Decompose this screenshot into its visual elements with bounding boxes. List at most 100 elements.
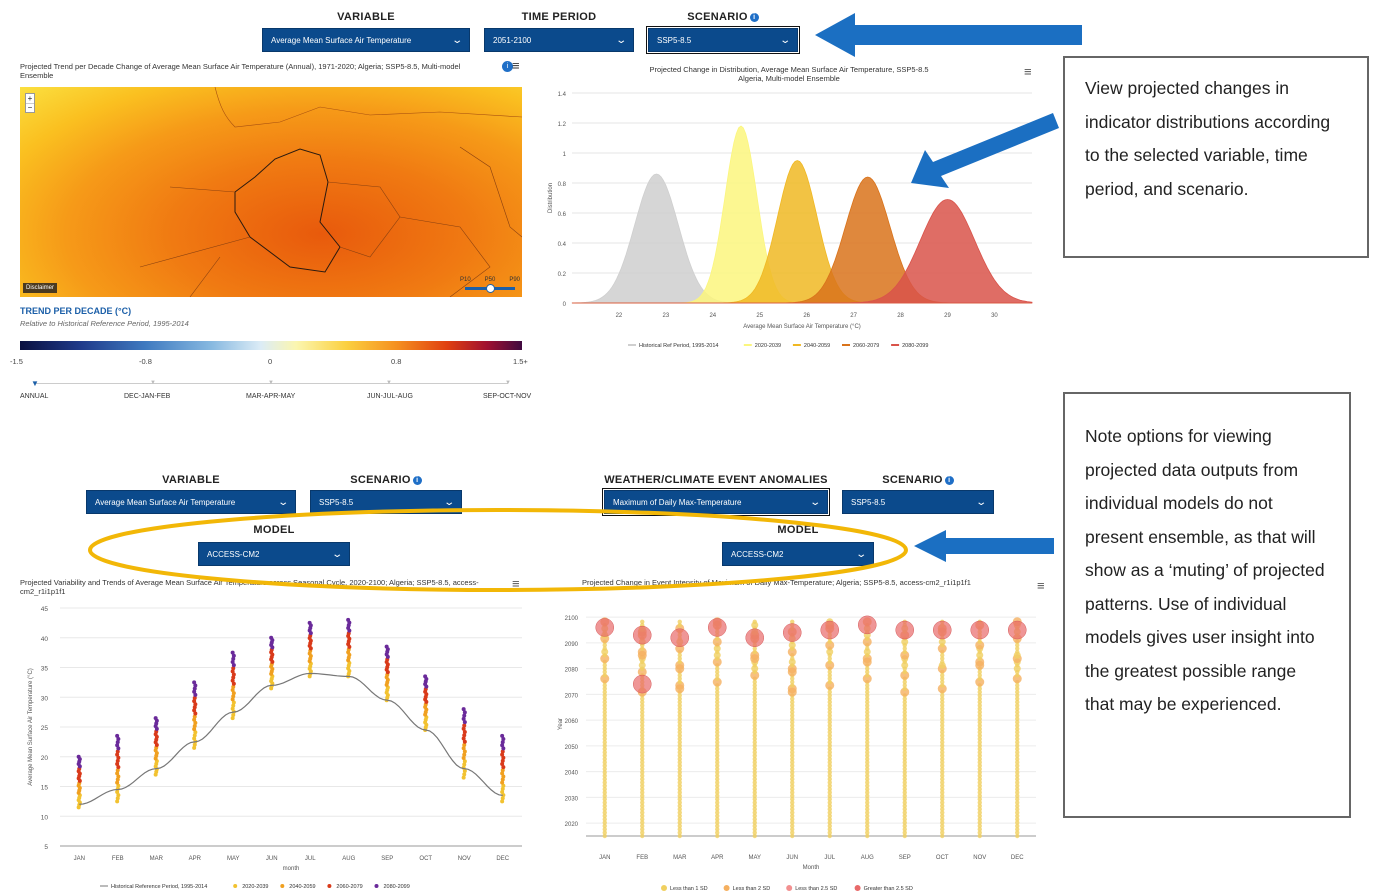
data-point bbox=[461, 736, 466, 741]
anomaly-select[interactable]: Maximum of Daily Max-Temperature ⌄ bbox=[602, 488, 830, 516]
y-tick-label: 30 bbox=[41, 695, 49, 702]
zoom-out-button[interactable]: − bbox=[27, 103, 33, 112]
data-point bbox=[677, 783, 682, 788]
data-point bbox=[192, 699, 197, 704]
percentile-slider-handle[interactable] bbox=[486, 284, 495, 293]
x-tick-label: OCT bbox=[419, 856, 432, 862]
data-point bbox=[1015, 736, 1020, 742]
data-point bbox=[677, 709, 682, 715]
data-point bbox=[977, 686, 982, 691]
data-point bbox=[977, 740, 982, 745]
data-point bbox=[827, 689, 832, 695]
season-marker-selected[interactable]: ▼ bbox=[31, 379, 39, 388]
season-option-son[interactable]: SEP-OCT-NOV bbox=[483, 393, 532, 400]
data-point bbox=[116, 774, 121, 779]
data-point bbox=[862, 654, 872, 664]
data-point bbox=[865, 716, 870, 722]
data-point bbox=[715, 833, 720, 839]
data-point bbox=[977, 703, 982, 708]
variable-select[interactable]: Average Mean Surface Air Temperature ⌄ bbox=[262, 28, 470, 52]
data-point bbox=[788, 658, 796, 666]
data-point bbox=[902, 709, 907, 715]
data-point bbox=[902, 820, 907, 825]
menu-icon[interactable]: ≡ bbox=[512, 58, 520, 73]
season-marker[interactable]: ▼ bbox=[150, 380, 156, 386]
distribution-chart: 0 0.2 0.4 0.6 0.8 1 1.2 1.4 22 23 24 25 26 27 28 29 30 Av… bbox=[548, 92, 1033, 349]
historical-line bbox=[79, 672, 503, 805]
data-point bbox=[1013, 665, 1021, 673]
data-point bbox=[640, 800, 645, 805]
data-point bbox=[602, 733, 607, 738]
data-point bbox=[752, 736, 757, 742]
data-point bbox=[1015, 696, 1020, 701]
x-tick-label: DEC bbox=[496, 856, 509, 862]
scenario-label-text: SCENARIO bbox=[687, 11, 748, 23]
data-point bbox=[902, 760, 907, 765]
data-point bbox=[677, 726, 682, 732]
legend-label: Historical Reference Period, 1995-2014 bbox=[111, 884, 207, 890]
info-icon[interactable]: i bbox=[412, 475, 422, 485]
menu-icon[interactable]: ≡ bbox=[1037, 578, 1045, 593]
time-period-label: TIME PERIOD bbox=[521, 11, 597, 23]
model-select[interactable]: ACCESS-CM2 ⌄ bbox=[198, 542, 350, 566]
season-marker[interactable]: ▼ bbox=[268, 380, 274, 386]
legend-label: 2040-2059 bbox=[289, 884, 315, 890]
data-point bbox=[712, 677, 722, 687]
data-point bbox=[790, 766, 795, 772]
data-point bbox=[715, 786, 720, 792]
data-point bbox=[752, 776, 757, 782]
season-option-mam[interactable]: MAR-APR-MAY bbox=[246, 393, 296, 400]
data-point bbox=[752, 830, 757, 835]
menu-icon[interactable]: ≡ bbox=[512, 576, 520, 591]
data-point bbox=[602, 703, 607, 708]
data-point bbox=[230, 669, 235, 674]
scenario-select[interactable]: SSP5-8.5 ⌄ bbox=[842, 490, 994, 514]
data-point bbox=[790, 823, 795, 829]
data-point bbox=[500, 777, 505, 782]
variable-select[interactable]: Average Mean Surface Air Temperature ⌄ bbox=[86, 490, 296, 514]
data-point bbox=[500, 761, 505, 766]
data-point bbox=[715, 669, 720, 675]
data-point bbox=[677, 696, 682, 701]
data-point bbox=[977, 733, 982, 738]
info-icon[interactable]: i bbox=[944, 475, 954, 485]
data-point bbox=[752, 773, 757, 778]
season-option-annual[interactable]: ANNUAL bbox=[20, 393, 49, 400]
data-point bbox=[640, 770, 645, 775]
data-point bbox=[640, 756, 645, 762]
data-point bbox=[230, 659, 235, 664]
disclaimer-button[interactable]: Disclaimer bbox=[23, 283, 58, 293]
data-point bbox=[902, 833, 907, 839]
data-point bbox=[940, 723, 945, 728]
data-point bbox=[977, 676, 982, 681]
info-icon[interactable]: i bbox=[749, 12, 759, 22]
data-point bbox=[902, 813, 907, 819]
data-point bbox=[790, 783, 795, 788]
data-point bbox=[902, 830, 907, 835]
data-point bbox=[977, 800, 982, 805]
zoom-in-button[interactable]: + bbox=[26, 94, 34, 104]
data-point bbox=[790, 713, 795, 718]
season-marker[interactable]: ▼ bbox=[505, 380, 511, 386]
time-period-select[interactable]: 2051-2100 ⌄ bbox=[484, 28, 634, 52]
model-select[interactable]: ACCESS-CM2 ⌄ bbox=[722, 542, 874, 566]
temperature-map[interactable]: + − Disclaimer P10 P50 P90 bbox=[20, 87, 522, 297]
x-tick-label: 25 bbox=[756, 313, 763, 319]
data-point bbox=[827, 833, 832, 839]
info-icon[interactable]: i bbox=[502, 61, 513, 72]
scenario-select[interactable]: SSP5-8.5 ⌄ bbox=[646, 26, 800, 54]
scenario-select[interactable]: SSP5-8.5 ⌄ bbox=[310, 490, 462, 514]
season-option-djf[interactable]: DEC-JAN-FEB bbox=[124, 393, 171, 400]
menu-icon[interactable]: ≡ bbox=[1024, 64, 1032, 79]
season-option-jja[interactable]: JUN-JUL-AUG bbox=[367, 393, 413, 400]
data-point bbox=[790, 830, 795, 835]
data-point bbox=[865, 746, 870, 752]
data-point bbox=[1015, 766, 1020, 772]
data-point bbox=[827, 766, 832, 772]
data-point bbox=[231, 653, 236, 658]
data-point bbox=[752, 686, 757, 691]
data-point bbox=[752, 786, 757, 792]
data-point bbox=[677, 743, 682, 748]
season-marker[interactable]: ▼ bbox=[386, 380, 392, 386]
data-point bbox=[677, 679, 682, 685]
